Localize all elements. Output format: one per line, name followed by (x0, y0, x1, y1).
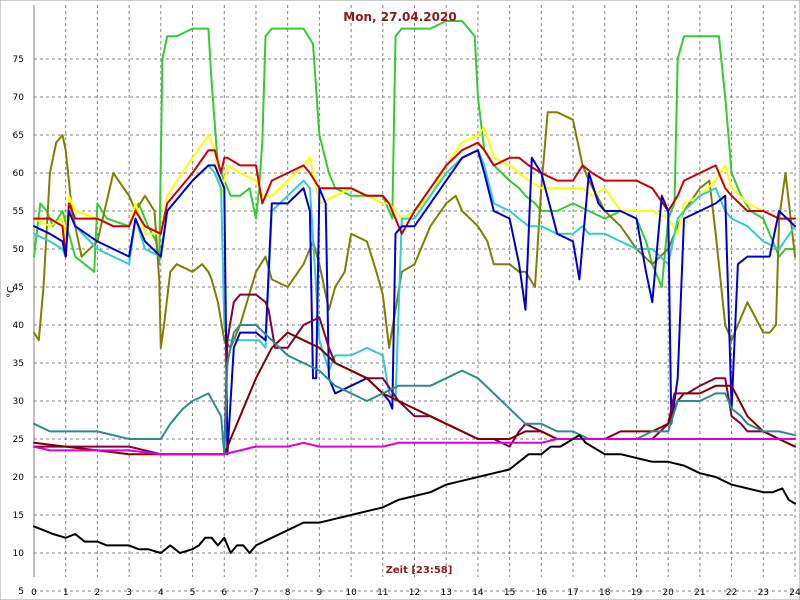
chart-title: Mon, 27.04.2020 (343, 10, 456, 24)
y-tick-label: 60 (13, 169, 25, 179)
x-tick-label: 19 (631, 588, 643, 598)
series-line-3 (33, 126, 796, 243)
x-tick-label: 8 (285, 588, 291, 598)
y-tick-label: 45 (13, 283, 24, 293)
x-tick-label: 23 (758, 588, 769, 598)
series-line-6 (33, 149, 796, 456)
y-tick-label: 30 (13, 397, 25, 407)
series-line-2 (33, 111, 796, 349)
x-tick-label: 9 (317, 588, 323, 598)
x-tick-label: 10 (345, 588, 357, 598)
x-tick-label: 16 (536, 588, 548, 598)
x-tick-label: 11 (377, 588, 388, 598)
x-tick-label: 4 (158, 588, 164, 598)
y-tick-label: 20 (13, 473, 25, 483)
y-tick-label: 25 (13, 435, 24, 445)
x-tick-label: 22 (726, 588, 737, 598)
x-tick-label: 5 (190, 588, 196, 598)
tick-labels: 0 1 2 3 4 5 6 7 8 9 10 11 12 13 14 15 16 17 18 19 20 21 22 23 24… (13, 55, 800, 598)
y-tick-label: 75 (13, 55, 24, 65)
y-tick-label: 70 (13, 93, 25, 103)
x-tick-label: 21 (694, 588, 705, 598)
x-tick-label: 18 (599, 588, 611, 598)
x-tick-label: 14 (472, 588, 484, 598)
series-line-9 (33, 324, 796, 456)
x-tick-label: 7 (253, 588, 259, 598)
x-tick-label: 24 (789, 588, 800, 598)
series-line-8 (33, 331, 796, 456)
y-tick-label: 40 (13, 321, 25, 331)
x-tick-label: 2 (95, 588, 101, 598)
series-line-5 (33, 141, 796, 258)
x-tick-label: 13 (440, 588, 451, 598)
x-axis-label: Zeit [23:58] (386, 565, 453, 576)
y-tick-label: 55 (13, 207, 24, 217)
x-tick-label: 20 (662, 588, 674, 598)
y-tick-label: 65 (13, 131, 24, 141)
series-line-11 (33, 434, 796, 554)
series-lines (33, 20, 796, 554)
series-line-10 (33, 438, 796, 456)
x-tick-label: 0 (31, 588, 37, 598)
y-tick-label: 35 (13, 359, 24, 369)
x-tick-label: 12 (409, 588, 420, 598)
y-tick-label: 15 (13, 511, 24, 521)
x-tick-label: 6 (221, 588, 227, 598)
x-tick-label: 3 (126, 588, 132, 598)
x-tick-label: 17 (567, 588, 578, 598)
grid-lines (33, 5, 796, 592)
y-axis-label: °C (6, 286, 17, 298)
y-tick-label: 5 (18, 587, 24, 597)
x-tick-label: 1 (63, 588, 69, 598)
x-tick-label: 15 (504, 588, 515, 598)
y-tick-label: 50 (13, 245, 25, 255)
y-tick-label: 10 (13, 549, 25, 559)
